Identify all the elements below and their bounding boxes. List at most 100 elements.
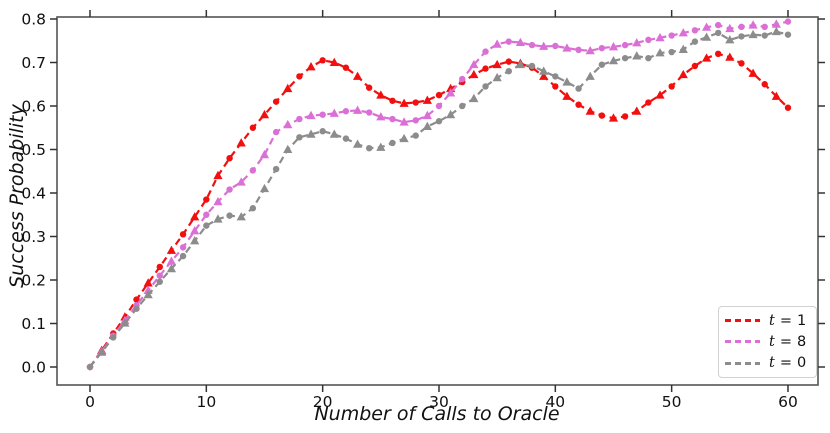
series-0-marker-triangle bbox=[376, 142, 386, 151]
series-8-marker-circle bbox=[319, 111, 326, 118]
series-1-marker-triangle bbox=[678, 69, 688, 79]
series-8-marker-circle bbox=[249, 167, 257, 174]
series-8-marker-triangle bbox=[213, 196, 223, 206]
series-0-marker-circle bbox=[319, 128, 326, 135]
series-8-marker-triangle bbox=[748, 20, 758, 29]
series-1-marker-triangle bbox=[655, 90, 665, 99]
series-1-marker-circle bbox=[784, 104, 792, 111]
series-0-marker-triangle bbox=[143, 289, 153, 299]
legend-var-t1: t bbox=[769, 312, 775, 329]
series-8-marker-circle bbox=[691, 27, 699, 34]
series-1-marker-circle bbox=[691, 62, 699, 70]
series-0-marker-triangle bbox=[236, 212, 246, 221]
y-tick-label-0.3: 0.3 bbox=[21, 228, 46, 246]
series-8-marker-triangle bbox=[190, 226, 200, 235]
series-0-marker-circle bbox=[86, 363, 94, 371]
series-1-marker-circle bbox=[435, 91, 443, 99]
series-1-marker-triangle bbox=[283, 83, 293, 93]
series-0-marker-triangle bbox=[655, 48, 665, 57]
x-tick-label-40: 40 bbox=[545, 393, 565, 411]
legend-dash-sample-t0 bbox=[725, 361, 760, 365]
series-8-marker-triangle bbox=[725, 23, 735, 33]
series-0-marker-triangle bbox=[399, 133, 409, 143]
series-0-marker-circle bbox=[110, 334, 117, 341]
series-8-marker-triangle bbox=[771, 19, 781, 28]
series-0-marker-circle bbox=[412, 132, 419, 139]
series-1-marker-triangle bbox=[306, 62, 316, 71]
series-8-marker-circle bbox=[505, 38, 512, 45]
series-8-marker-circle bbox=[668, 32, 675, 39]
series-1-marker-triangle bbox=[748, 68, 758, 77]
series-8-marker-triangle bbox=[446, 88, 456, 97]
series-8-marker-triangle bbox=[562, 43, 572, 52]
series-1-marker-triangle bbox=[259, 109, 270, 119]
series-0-marker-triangle bbox=[771, 26, 781, 36]
y-axis-label: Success Probability bbox=[6, 104, 28, 288]
series-8-marker-triangle bbox=[608, 42, 619, 51]
series-8-marker-circle bbox=[761, 23, 768, 31]
series-1-marker-circle bbox=[598, 112, 606, 119]
series-0-marker-circle bbox=[552, 73, 559, 80]
series-8-marker-triangle bbox=[236, 177, 246, 186]
series-1-marker-circle bbox=[668, 83, 675, 90]
x-tick-label-10: 10 bbox=[196, 393, 216, 411]
y-tick-label-0.8: 0.8 bbox=[21, 11, 46, 29]
series-8-marker-triangle bbox=[515, 37, 526, 46]
series-0-marker-triangle bbox=[166, 263, 177, 273]
series-8-marker-circle bbox=[575, 46, 582, 54]
series-8-marker-circle bbox=[552, 42, 559, 50]
series-0-marker-circle bbox=[272, 165, 280, 173]
series-0-marker-circle bbox=[249, 205, 257, 212]
series-0-marker-circle bbox=[133, 305, 140, 312]
legend-item-t0: t = 0 bbox=[725, 353, 810, 374]
series-0-marker-circle bbox=[365, 144, 373, 152]
series-1-marker-circle bbox=[412, 99, 419, 106]
series-8-marker-triangle bbox=[399, 117, 409, 126]
y-tick-label-0.1: 0.1 bbox=[21, 315, 46, 333]
series-1-marker-triangle bbox=[399, 98, 409, 107]
series-1-marker-circle bbox=[226, 155, 233, 162]
series-0-marker-triangle bbox=[678, 44, 688, 53]
series-1-marker-circle bbox=[761, 81, 768, 88]
x-axis-label: Number of Calls to Oracle bbox=[314, 403, 560, 425]
series-1-marker-triangle bbox=[166, 245, 177, 254]
series-0-marker-circle bbox=[459, 102, 466, 110]
x-tick-label-60: 60 bbox=[778, 393, 798, 411]
series-8-marker-circle bbox=[272, 128, 280, 136]
series-0-marker-circle bbox=[784, 31, 792, 38]
series-8-marker-triangle bbox=[259, 149, 270, 159]
series-8-marker-triangle bbox=[632, 38, 642, 47]
series-1-marker-triangle bbox=[422, 95, 432, 104]
series-8-marker-circle bbox=[156, 272, 163, 279]
legend-val-t1: 1 bbox=[796, 312, 807, 329]
series-1-marker-circle bbox=[156, 263, 163, 271]
series-8-marker-circle bbox=[365, 109, 373, 116]
series-1-marker-circle bbox=[296, 73, 303, 80]
series-0-marker-circle bbox=[621, 54, 629, 62]
y-tick-label-0.5: 0.5 bbox=[21, 141, 46, 159]
series-1-marker-circle bbox=[272, 98, 280, 105]
legend-eq-t8: = bbox=[779, 333, 792, 350]
legend-label-t8: t = 8 bbox=[769, 334, 806, 350]
series-0-marker-triangle bbox=[632, 51, 642, 60]
series-1-marker-circle bbox=[505, 58, 512, 65]
series-0-marker-triangle bbox=[539, 66, 549, 75]
series-8-marker-circle bbox=[435, 102, 443, 110]
series-0-marker-triangle bbox=[422, 121, 432, 130]
x-tick-label-50: 50 bbox=[662, 393, 682, 411]
series-1-marker-circle bbox=[575, 101, 582, 108]
series-0-marker-triangle bbox=[608, 55, 619, 65]
y-tick-label-0.2: 0.2 bbox=[21, 272, 46, 290]
series-8-marker-circle bbox=[342, 108, 350, 115]
series-8-marker-triangle bbox=[701, 22, 712, 31]
series-1-marker-triangle bbox=[329, 57, 339, 66]
series-1-marker-triangle bbox=[585, 106, 595, 115]
series-0-marker-triangle bbox=[446, 109, 456, 119]
legend-item-t1: t = 1 bbox=[725, 310, 810, 331]
series-0-marker-triangle bbox=[120, 318, 130, 327]
series-0-marker-circle bbox=[389, 139, 396, 147]
series-8-marker-circle bbox=[296, 115, 303, 123]
series-0-marker-circle bbox=[691, 38, 699, 45]
